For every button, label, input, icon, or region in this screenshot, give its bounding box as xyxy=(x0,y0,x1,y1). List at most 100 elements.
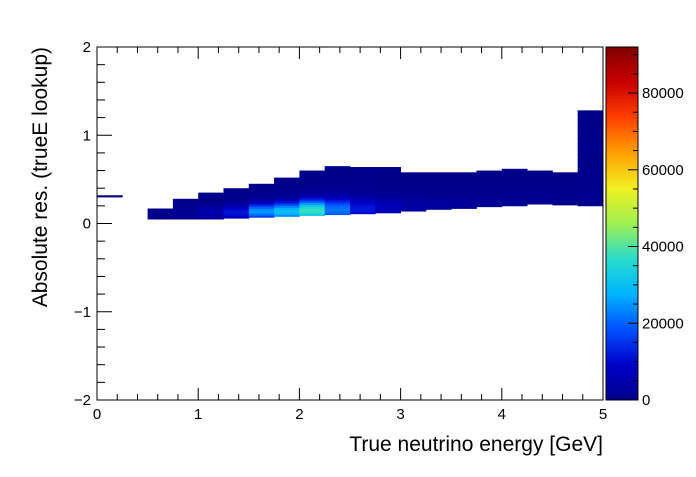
heatmap-column xyxy=(299,170,326,216)
heatmap-cell xyxy=(274,194,300,197)
heatmap-cell xyxy=(299,195,326,199)
heatmap-cell xyxy=(97,195,123,198)
heatmap-cell xyxy=(577,165,603,168)
heatmap-cell xyxy=(324,183,351,187)
heatmap-cell xyxy=(324,172,351,176)
heatmap-cell xyxy=(198,212,224,216)
heatmap-cell xyxy=(577,159,604,163)
x-axis: 0 1 2 3 4 5 xyxy=(93,47,607,423)
heatmap-cell xyxy=(375,210,401,214)
heatmap-column xyxy=(501,168,528,207)
heatmap-cell xyxy=(223,207,250,210)
heatmap-cell xyxy=(476,184,503,188)
heatmap-cell xyxy=(350,207,376,210)
heatmap-cell xyxy=(248,197,275,201)
heatmap-cell xyxy=(577,183,604,187)
heatmap-cell xyxy=(577,128,604,132)
heatmap-cell xyxy=(577,146,603,148)
heatmap-cell xyxy=(172,205,199,209)
heatmap-cell xyxy=(375,208,401,212)
heatmap-cell xyxy=(248,206,275,209)
heatmap-cell xyxy=(400,186,427,190)
heatmap-cell xyxy=(274,198,300,202)
y-tick-label: −1 xyxy=(74,304,91,321)
heatmap-cell xyxy=(350,191,376,195)
heatmap-cell xyxy=(248,188,275,192)
heatmap-cell xyxy=(527,179,553,183)
heatmap-cell xyxy=(350,178,376,182)
heatmap-cell xyxy=(400,184,427,188)
heatmap-cell xyxy=(425,176,452,179)
heatmap-cell xyxy=(476,193,503,197)
heatmap-cell xyxy=(274,183,300,186)
heatmap-cell xyxy=(577,173,603,176)
colorbar-frame xyxy=(605,46,639,401)
heatmap-cell xyxy=(375,201,401,205)
heatmap-cell xyxy=(425,204,452,208)
heatmap-cell xyxy=(400,204,427,208)
heatmap-cell xyxy=(324,179,351,182)
heatmap-cell xyxy=(577,188,604,191)
heatmap-cell xyxy=(451,190,477,194)
heatmap-cell xyxy=(248,215,275,218)
heatmap-cell xyxy=(223,188,250,190)
heatmap-cell xyxy=(375,168,401,172)
heatmap-cell xyxy=(274,207,300,211)
heatmap-cell xyxy=(527,201,553,205)
heatmap-cell xyxy=(172,198,199,200)
heatmap-cell xyxy=(577,155,604,158)
heatmap-cell xyxy=(223,200,250,204)
heatmap-cell xyxy=(501,170,528,174)
heatmap-cell xyxy=(425,174,452,177)
heatmap-cell xyxy=(527,195,553,198)
heatmap-cell xyxy=(223,211,250,215)
heatmap-cell xyxy=(324,194,351,198)
heatmap-cell xyxy=(577,166,604,169)
heatmap-cell xyxy=(476,175,503,179)
heatmap-cell xyxy=(577,146,604,149)
heatmap-cell xyxy=(476,204,503,208)
heatmap-cell xyxy=(501,201,528,205)
heatmap-cell xyxy=(350,198,376,201)
heatmap-cell xyxy=(501,183,528,187)
heatmap-cell xyxy=(527,182,553,185)
heatmap-cell xyxy=(577,135,604,138)
heatmap-cell xyxy=(299,175,326,179)
heatmap-cell xyxy=(577,192,604,196)
heatmap-cell xyxy=(350,176,376,179)
heatmap-cell xyxy=(451,182,477,185)
heatmap-cell xyxy=(274,187,300,191)
y-tick-label: 0 xyxy=(83,216,91,233)
heatmap-cell xyxy=(577,177,604,180)
heatmap-cell xyxy=(577,199,604,202)
x-axis-label: True neutrino energy [GeV] xyxy=(349,433,603,456)
heatmap-column xyxy=(400,172,427,212)
heatmap-cell xyxy=(324,166,351,169)
heatmap-cell xyxy=(577,144,604,147)
heatmap-cell xyxy=(274,203,300,206)
heatmap-column xyxy=(172,198,199,220)
heatmap-cell xyxy=(577,197,604,200)
heatmap-cell xyxy=(375,175,401,179)
heatmap-cell xyxy=(425,187,452,190)
heatmap-cell xyxy=(299,182,326,186)
heatmap-cell xyxy=(552,193,579,197)
heatmap-cell xyxy=(577,194,604,198)
heatmap-cell xyxy=(577,158,603,160)
heatmap-cell xyxy=(299,208,326,212)
heatmap-cell xyxy=(577,118,603,120)
heatmap-cell xyxy=(299,170,326,172)
heatmap-cell xyxy=(577,181,604,185)
heatmap-cell xyxy=(527,193,553,196)
heatmap-cell xyxy=(527,175,553,179)
heatmap-cell xyxy=(527,177,553,181)
heatmap-cell xyxy=(400,206,427,210)
y-tick-label: 2 xyxy=(83,39,91,56)
heatmap-cell xyxy=(324,210,351,213)
heatmap-cell xyxy=(552,176,579,179)
x-tick-label: 1 xyxy=(194,406,202,423)
heatmap-cell xyxy=(527,170,553,174)
heatmap-cell xyxy=(299,178,326,181)
heatmap-cell xyxy=(501,174,528,178)
